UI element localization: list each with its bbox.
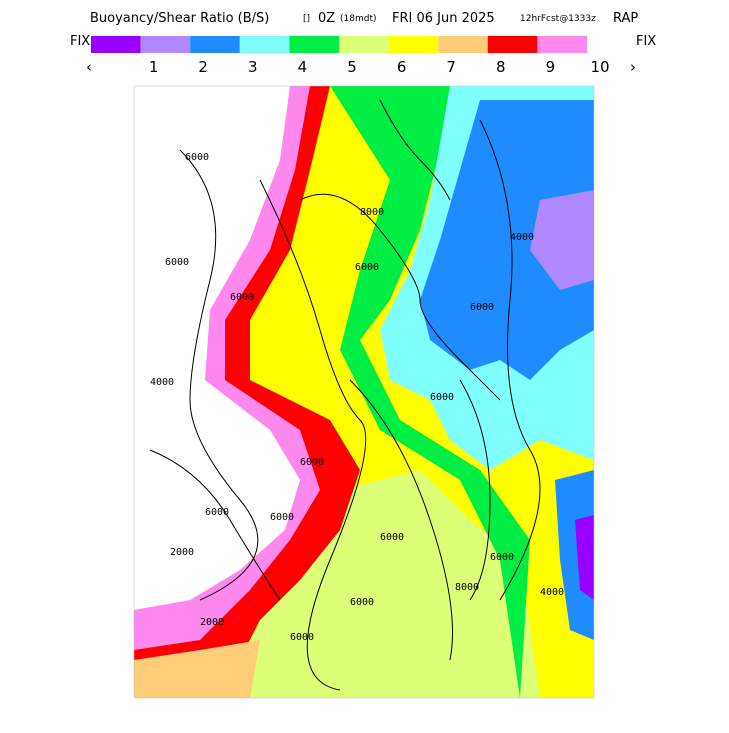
contour-label: 6000 (300, 457, 324, 468)
prev-arrow[interactable]: ‹ (86, 58, 92, 76)
contour-label: 6000 (185, 152, 209, 163)
legend-swatch (388, 36, 439, 53)
contour (349, 379, 453, 661)
contour (379, 99, 451, 201)
local-time: (18mdt) (340, 14, 376, 24)
contour-label: 2000 (200, 617, 224, 628)
legend-label: 8 (496, 58, 506, 76)
contour-label: 6000 (355, 262, 379, 273)
legend-label: 6 (397, 58, 407, 76)
contour-label: 6000 (290, 632, 314, 643)
zone-purple (575, 515, 594, 600)
legend-right[interactable]: FIX (636, 34, 656, 49)
zone-blue (420, 100, 594, 380)
contour-labels: 6000 6000 6000 4000 6000 8000 6000 4000 6000 6000… (150, 152, 564, 643)
map-frame (133, 85, 595, 699)
contour (479, 119, 541, 601)
contour (459, 379, 491, 601)
contour-label: 6000 (490, 552, 514, 563)
contour-label: 6000 (230, 292, 254, 303)
contour (299, 193, 501, 401)
legend: FIX FIX ‹ › 1 2 3 4 5 6 7 8 9 10 (70, 34, 656, 76)
contour-label: 6000 (205, 507, 229, 518)
zone-light-green (300, 470, 540, 698)
header: Buoyancy/Shear Ratio (B/S) [] 0Z (18mdt)… (90, 11, 638, 26)
zone-white (134, 86, 300, 610)
next-arrow[interactable]: › (630, 58, 636, 76)
legend-swatch (289, 36, 339, 53)
zone-tan (134, 640, 260, 698)
legend-swatch (487, 36, 538, 53)
legend-label: 5 (347, 58, 357, 76)
title: Buoyancy/Shear Ratio (B/S) (90, 11, 269, 26)
legend-label: 3 (248, 58, 258, 76)
legend-swatch (438, 36, 488, 53)
contour-label: 6000 (470, 302, 494, 313)
contour (149, 449, 281, 601)
contour (179, 149, 259, 601)
legend-swatch (339, 36, 389, 53)
zone-lavender (530, 190, 594, 290)
contour-label: 6000 (270, 512, 294, 523)
contour-label: 8000 (360, 207, 384, 218)
legend-label: 7 (446, 58, 456, 76)
date: FRI 06 Jun 2025 (392, 11, 495, 26)
contour-label: 4000 (510, 232, 534, 243)
contour-label: 4000 (540, 587, 564, 598)
contour-label: 6000 (430, 392, 454, 403)
time: 0Z (318, 11, 335, 26)
contour-label: 6000 (350, 597, 374, 608)
legend-label: 4 (298, 58, 308, 76)
legend-swatch (239, 36, 290, 53)
legend-label: 10 (590, 58, 609, 76)
legend-swatch (537, 36, 587, 53)
legend-label: 1 (149, 58, 159, 76)
legend-label: 9 (546, 58, 556, 76)
legend-swatch (140, 36, 191, 53)
map: 6000 6000 6000 4000 6000 8000 6000 4000 6000 6000… (134, 86, 594, 698)
contour-label: 2000 (170, 547, 194, 558)
time-marker: [] (303, 14, 310, 24)
zone-blue-south (555, 470, 594, 640)
forecast: 12hrFcst@1333z (520, 14, 596, 24)
legend-label: 2 (198, 58, 208, 76)
model: RAP (613, 11, 638, 26)
contour (259, 179, 367, 691)
legend-swatch (91, 36, 141, 53)
contour-label: 6000 (165, 257, 189, 268)
legend-swatch (190, 36, 240, 53)
legend-left[interactable]: FIX (70, 34, 90, 49)
contour-label: 8000 (455, 582, 479, 593)
contour-label: 4000 (150, 377, 174, 388)
contour-label: 6000 (380, 532, 404, 543)
